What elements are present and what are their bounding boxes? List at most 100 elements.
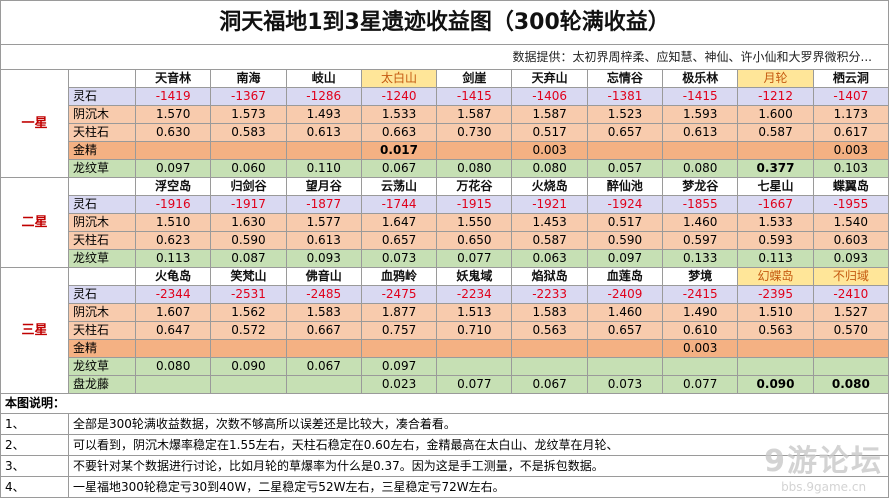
value-cell: 0.057	[586, 159, 664, 178]
value-cell: 0.563	[737, 321, 814, 340]
data-row: 盘龙藤 0.023 0.077 0.067 0.073 0.077 0.090 0.080	[0, 375, 889, 394]
column-header: 太白山	[360, 69, 438, 88]
value-cell: 0.590	[210, 231, 287, 250]
value-cell: -1667	[737, 195, 814, 214]
value-cell: 0.113	[737, 249, 814, 268]
value-cell: 0.517	[586, 213, 664, 232]
value-cell: 0.080	[511, 159, 588, 178]
value-cell: 1.577	[285, 213, 362, 232]
value-cell: 0.730	[436, 123, 513, 142]
value-cell: 0.613	[285, 123, 362, 142]
value-cell: -1921	[511, 195, 588, 214]
column-header: 火烧岛	[511, 177, 588, 196]
data-row: 灵石 -1419 -1367 -1286 -1240 -1415 -1406 -1381 -14…	[0, 87, 889, 106]
column-header: 血鸦岭	[360, 267, 438, 286]
section-label: 二星	[0, 177, 69, 268]
value-cell: 1.490	[662, 303, 739, 322]
value-cell: 0.067	[511, 375, 588, 394]
row-name: 天柱石	[68, 231, 136, 250]
value-cell: 1.460	[662, 213, 739, 232]
empty-cell	[511, 357, 588, 376]
value-cell: 0.077	[436, 375, 513, 394]
value-cell: 0.667	[285, 321, 362, 340]
value-cell: 0.077	[662, 375, 739, 394]
value-cell: 0.077	[436, 249, 513, 268]
row-name: 金精	[68, 141, 136, 160]
value-cell: 0.063	[511, 249, 588, 268]
value-cell: 1.510	[737, 303, 814, 322]
value-cell: 0.023	[360, 375, 438, 394]
source: 数据提供：太初界周梓柔、应知慧、神仙、许小仙和大罗界微积分...	[0, 44, 889, 70]
value-cell: 1.583	[511, 303, 588, 322]
value-cell: 1.573	[210, 105, 287, 124]
value-cell: 0.093	[812, 249, 889, 268]
column-header: 血莲岛	[586, 267, 664, 286]
value-cell: 0.067	[285, 357, 362, 376]
empty-cell	[586, 339, 664, 358]
value-cell: 0.657	[586, 321, 664, 340]
row-name: 天柱石	[68, 123, 136, 142]
empty-cell	[812, 357, 889, 376]
value-cell: -1915	[436, 195, 513, 214]
note-number: 2、	[0, 434, 69, 456]
value-cell: 1.587	[511, 105, 588, 124]
value-cell: 0.073	[586, 375, 664, 394]
column-header: 梦龙谷	[662, 177, 739, 196]
value-cell: 1.493	[285, 105, 362, 124]
column-header: 剑崖	[436, 69, 513, 88]
value-cell: -2233	[511, 285, 588, 304]
value-cell: 1.533	[737, 213, 814, 232]
empty-cell	[285, 141, 362, 160]
data-row: 龙纹草 0.097 0.060 0.110 0.067 0.080 0.080 0.057 0.…	[0, 159, 889, 178]
value-cell: 0.073	[360, 249, 438, 268]
value-cell: 0.650	[436, 231, 513, 250]
empty-cell	[436, 339, 513, 358]
data-row: 阴沉木 1.570 1.573 1.493 1.533 1.587 1.587 1.523 1.…	[0, 105, 889, 124]
value-cell: 1.533	[360, 105, 438, 124]
value-cell: -1917	[210, 195, 287, 214]
column-header: 佛音山	[285, 267, 362, 286]
column-header: 醉仙池	[586, 177, 664, 196]
watermark-url: bbs.9game.cn	[781, 480, 867, 494]
empty-cell	[812, 339, 889, 358]
value-cell: 0.093	[285, 249, 362, 268]
value-cell: 1.630	[210, 213, 287, 232]
value-cell: -1916	[134, 195, 212, 214]
note-row: 1、 全部是300轮满收益数据，次数不够高所以误差还是比较大，凑合着看。	[0, 413, 889, 435]
column-header: 笑梵山	[210, 267, 287, 286]
value-cell: 1.600	[737, 105, 814, 124]
note-number: 1、	[0, 413, 69, 435]
value-cell: -1415	[662, 87, 739, 106]
row-name: 灵石	[68, 87, 136, 106]
column-header: 梦境	[662, 267, 739, 286]
value-cell: 0.003	[662, 339, 739, 358]
value-cell: 0.133	[662, 249, 739, 268]
value-cell: 0.663	[360, 123, 438, 142]
empty-cell	[436, 357, 513, 376]
value-cell: 0.090	[210, 357, 287, 376]
value-cell: -2475	[360, 285, 438, 304]
watermark: 9游论坛 bbs.9game.cn	[764, 436, 883, 494]
value-cell: 0.067	[360, 159, 438, 178]
column-header: 妖鬼域	[436, 267, 513, 286]
value-cell: -2344	[134, 285, 212, 304]
value-cell: -1212	[737, 87, 814, 106]
value-cell: 1.523	[586, 105, 664, 124]
value-cell: 1.550	[436, 213, 513, 232]
empty-cell	[210, 141, 287, 160]
value-cell: 1.593	[662, 105, 739, 124]
empty-cell	[662, 357, 739, 376]
value-cell: 1.527	[812, 303, 889, 322]
value-cell: 0.517	[511, 123, 588, 142]
note-row: 2、 可以看到，阴沉木爆率稳定在1.55左右，天柱石稳定在0.60左右，金精最高在…	[0, 434, 889, 456]
data-row: 龙纹草 0.080 0.090 0.067 0.097	[0, 357, 889, 376]
value-cell: -1855	[662, 195, 739, 214]
empty-cell	[360, 339, 438, 358]
value-cell: 0.630	[134, 123, 212, 142]
value-cell: 1.173	[812, 105, 889, 124]
value-cell: -1406	[511, 87, 588, 106]
data-row: 天柱石 0.647 0.572 0.667 0.757 0.710 0.563 0.657 0.…	[0, 321, 889, 340]
value-cell: 0.080	[134, 357, 212, 376]
row-name: 龙纹草	[68, 357, 136, 376]
